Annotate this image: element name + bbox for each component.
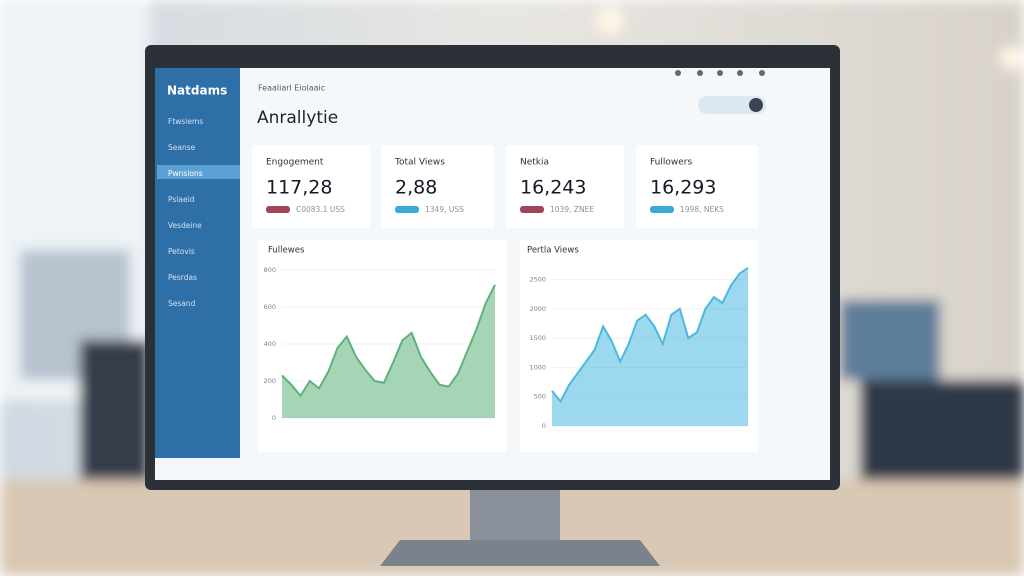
nav-item[interactable]: Pesrdas xyxy=(168,273,197,282)
y-tick-label: 1000 xyxy=(529,363,546,371)
card-sub: 1039, ZNEE xyxy=(550,205,594,214)
nav-item[interactable]: Pslaeid xyxy=(168,195,195,204)
card-sub: 1998, NEKS xyxy=(680,205,724,214)
avatar[interactable] xyxy=(749,98,763,112)
y-tick-label: 400 xyxy=(264,340,276,348)
y-tick-label: 0 xyxy=(272,414,276,422)
y-tick-label: 500 xyxy=(534,393,546,401)
nav-item[interactable]: Sesand xyxy=(168,299,196,308)
monitor-base xyxy=(380,540,660,566)
y-tick-label: 2500 xyxy=(529,276,546,284)
card-badge xyxy=(520,206,544,213)
y-tick-label: 0 xyxy=(542,422,546,430)
card-label: Fullowers xyxy=(650,158,692,168)
chart-title: Pertla Views xyxy=(527,246,579,256)
card-value: 2,88 xyxy=(395,177,437,199)
toolbar-icons[interactable] xyxy=(675,70,765,76)
card-badge xyxy=(395,206,419,213)
card-label: Total Views xyxy=(394,158,445,168)
card-sub: 1349, USS xyxy=(425,205,464,214)
line xyxy=(281,284,496,398)
card-sub: C0083.1 USS xyxy=(296,205,345,214)
nav-item[interactable]: Seanse xyxy=(168,143,196,152)
card-badge xyxy=(650,206,674,213)
card-badge xyxy=(266,206,290,213)
area xyxy=(552,267,748,426)
card-label: Netkia xyxy=(520,158,549,168)
sidebar xyxy=(155,68,240,458)
y-tick-label: 1500 xyxy=(529,334,546,342)
nav-item[interactable]: Pwnsions xyxy=(168,169,203,178)
line xyxy=(551,267,749,404)
sidebar-active xyxy=(157,165,240,179)
card-value: 117,28 xyxy=(266,177,332,199)
y-tick-label: 800 xyxy=(264,266,276,274)
y-tick-label: 600 xyxy=(264,303,276,311)
card-value: 16,293 xyxy=(650,177,716,199)
page-title: Anrallytie xyxy=(257,108,338,128)
nav-item[interactable]: Petovis xyxy=(168,247,195,256)
y-tick-label: 200 xyxy=(264,377,276,385)
chart-title: Fullewes xyxy=(268,246,305,256)
brand: Natdams xyxy=(167,84,227,98)
breadcrumb: Feaaliarl Eiolaaic xyxy=(258,84,325,93)
search-box[interactable] xyxy=(698,96,766,114)
nav-item[interactable]: Vesdeine xyxy=(168,221,202,230)
nav-item[interactable]: Ftwsiems xyxy=(168,117,203,126)
card-label: Engogement xyxy=(266,158,324,168)
card-value: 16,243 xyxy=(520,177,586,199)
area xyxy=(282,284,495,418)
y-tick-label: 2000 xyxy=(529,305,546,313)
